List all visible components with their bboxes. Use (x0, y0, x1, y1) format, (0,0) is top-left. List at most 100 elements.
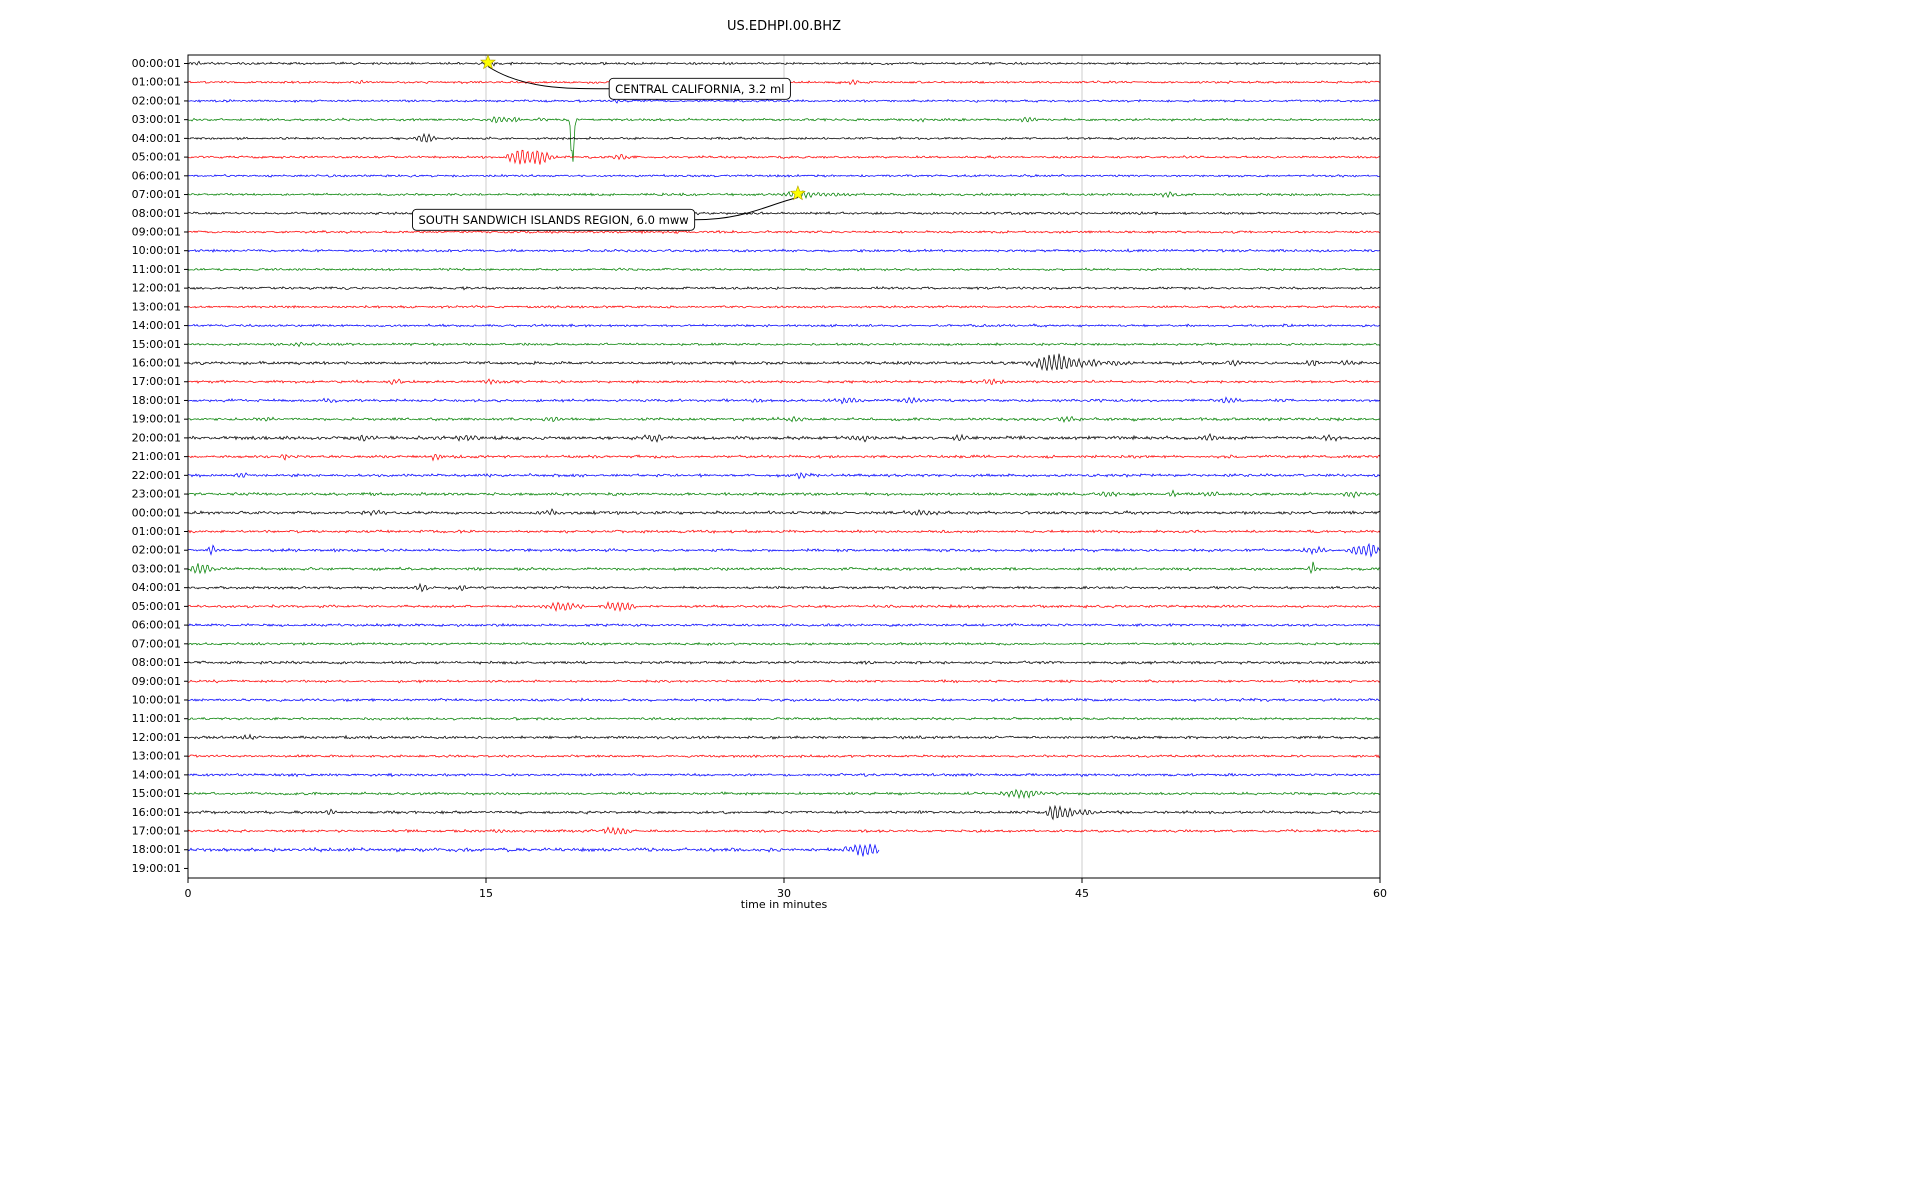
row-time-label: 08:00:01 (132, 656, 181, 669)
seismo-trace (187, 210, 1381, 216)
x-tick-label: 0 (185, 887, 192, 900)
seismo-trace (187, 601, 1381, 613)
row-time-label: 12:00:01 (132, 731, 181, 744)
event-connector-line (487, 66, 610, 90)
event-annotation-box (412, 208, 696, 231)
row-time-label: 09:00:01 (132, 225, 181, 238)
row-time-label: 19:00:01 (132, 413, 181, 426)
seismo-trace (187, 804, 1381, 821)
row-time-label: 15:00:01 (132, 338, 181, 351)
row-time-label: 12:00:01 (132, 282, 181, 295)
row-time-label: 15:00:01 (132, 787, 181, 800)
seismo-trace (187, 189, 1381, 200)
seismo-trace (187, 323, 1380, 328)
seismo-trace (187, 116, 1381, 162)
chart-title: US.EDHPI.00.BHZ (727, 19, 841, 34)
row-time-label: 06:00:01 (132, 169, 181, 182)
seismo-trace (187, 772, 1380, 778)
seismo-trace (187, 149, 1381, 165)
row-time-label: 13:00:01 (132, 300, 181, 313)
seismo-trace (187, 489, 1381, 499)
seismo-trace (187, 132, 1380, 143)
x-tick-label: 30 (777, 887, 791, 900)
row-time-label: 22:00:01 (132, 469, 181, 482)
row-time-label: 17:00:01 (132, 375, 181, 388)
seismo-trace (187, 508, 1381, 517)
row-time-label: 11:00:01 (132, 712, 181, 725)
row-time-label: 23:00:01 (132, 488, 181, 501)
row-time-label: 06:00:01 (132, 619, 181, 632)
seismo-trace (187, 843, 880, 857)
row-time-label: 18:00:01 (132, 843, 181, 856)
row-time-label: 00:00:01 (132, 506, 181, 519)
row-time-label: 10:00:01 (132, 693, 181, 706)
seismo-trace (187, 353, 1381, 371)
axis-layer: 0 15 30 45 60 00:00:01 01:00:01 02:00:01 03:00:0… (132, 54, 1387, 900)
event-annotation-label: SOUTH SANDWICH ISLANDS REGION, 6.0 mww (418, 213, 688, 227)
row-time-label: 05:00:01 (132, 600, 181, 613)
event-connector-line (694, 197, 799, 221)
row-time-label: 16:00:01 (132, 357, 181, 370)
seismo-trace (187, 826, 1381, 835)
row-time-label: 08:00:01 (132, 207, 181, 220)
seismo-trace (187, 433, 1381, 443)
event-annotation-box (608, 77, 791, 100)
seismo-trace (187, 378, 1381, 386)
seismo-trace (187, 60, 1381, 67)
row-time-label: 03:00:01 (132, 113, 181, 126)
seismo-trace (187, 641, 1381, 647)
seismo-trace (187, 697, 1381, 703)
row-time-label: 20:00:01 (132, 431, 181, 444)
seismo-trace (187, 267, 1381, 272)
seismo-trace (187, 754, 1381, 759)
grid-layer (485, 55, 1083, 878)
annotation-layer: CENTRAL CALIFORNIA, 3.2 ml SOUTH SANDWICH… (412, 54, 806, 231)
row-time-label: 19:00:01 (132, 862, 181, 875)
row-time-label: 02:00:01 (132, 544, 181, 557)
seismo-trace (187, 788, 1381, 800)
row-time-label: 14:00:01 (132, 768, 181, 781)
row-time-label: 13:00:01 (132, 750, 181, 763)
event-star-icon (480, 54, 496, 70)
row-time-label: 01:00:01 (132, 525, 181, 538)
x-tick-label: 15 (479, 887, 493, 900)
row-time-label: 17:00:01 (132, 825, 181, 838)
row-time-label: 07:00:01 (132, 188, 181, 201)
seismo-trace (188, 716, 1381, 722)
seismo-trace (187, 396, 1381, 405)
seismo-trace (187, 304, 1381, 309)
x-tick-label: 60 (1373, 887, 1387, 900)
row-time-label: 10:00:01 (132, 244, 181, 257)
seismo-trace (187, 660, 1381, 666)
seismo-trace (188, 678, 1381, 684)
seismo-trace (187, 229, 1381, 235)
x-axis-label: time in minutes (741, 898, 828, 911)
row-time-label: 04:00:01 (132, 581, 181, 594)
seismo-trace (187, 542, 1381, 558)
event-annotation-label: CENTRAL CALIFORNIA, 3.2 ml (615, 82, 784, 96)
row-time-label: 09:00:01 (132, 675, 181, 688)
seismo-trace (187, 341, 1381, 348)
row-time-label: 03:00:01 (132, 562, 181, 575)
seismo-trace (187, 582, 1381, 593)
row-time-label: 04:00:01 (132, 132, 181, 145)
row-time-label: 18:00:01 (132, 394, 181, 407)
seismo-trace (188, 98, 1381, 104)
trace-layer (187, 60, 1381, 857)
seismo-trace (187, 561, 1381, 575)
row-time-label: 11:00:01 (132, 263, 181, 276)
row-time-label: 05:00:01 (132, 151, 181, 164)
seismo-trace (187, 453, 1381, 462)
row-time-label: 07:00:01 (132, 637, 181, 650)
x-tick-label: 45 (1075, 887, 1089, 900)
seismo-trace (187, 173, 1381, 178)
seismo-trace (187, 622, 1381, 628)
row-time-label: 21:00:01 (132, 450, 181, 463)
seismo-trace (188, 733, 1381, 741)
seismo-trace (187, 529, 1381, 535)
seismo-trace (188, 415, 1381, 423)
event-star-icon (789, 185, 806, 201)
row-time-label: 01:00:01 (132, 76, 181, 89)
